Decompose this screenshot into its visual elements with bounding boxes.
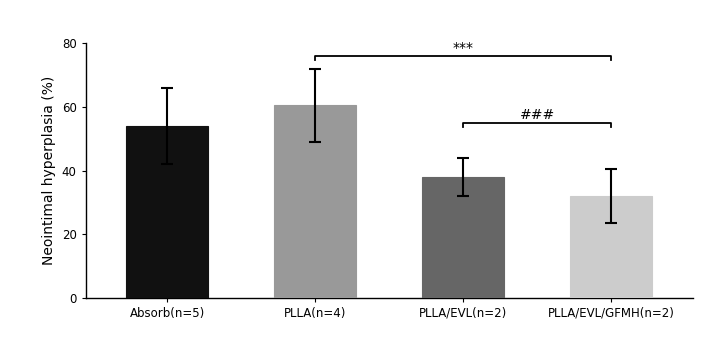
- Text: ***: ***: [453, 41, 473, 55]
- Bar: [570, 196, 652, 298]
- Y-axis label: Neointimal hyperplasia (%): Neointimal hyperplasia (%): [42, 76, 56, 265]
- Bar: [274, 105, 356, 298]
- Bar: [423, 177, 504, 298]
- Bar: [126, 126, 208, 298]
- Text: ###: ###: [520, 108, 555, 122]
